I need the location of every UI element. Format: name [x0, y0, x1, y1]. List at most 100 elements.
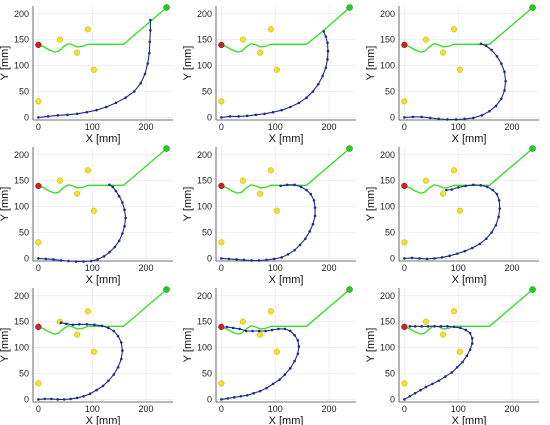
- blue-path-point: [111, 185, 114, 189]
- blue-path-point: [121, 201, 124, 204]
- obstacle-point: [239, 318, 246, 325]
- blue-path-point: [59, 259, 63, 262]
- y-tick-label: 100: [380, 202, 395, 212]
- chart-panel-8: 0 100 200 0 50 100 150 200 X [mm] Y [mm]: [182, 286, 356, 425]
- y-tick-label: 150: [14, 176, 29, 186]
- blue-path-point: [148, 51, 151, 55]
- blue-path-point: [452, 325, 456, 329]
- x-tick-label: 100: [268, 404, 283, 414]
- y-tick-label: 0: [207, 394, 212, 404]
- green-path-line: [221, 7, 350, 53]
- y-axis-label: Y [mm]: [182, 187, 194, 222]
- blue-path-point: [239, 395, 243, 398]
- y-tick-label: 200: [197, 291, 212, 301]
- chart-panel-4: 0 100 200 0 50 100 150 200 X [mm] Y [mm]: [0, 145, 173, 286]
- blue-path-point: [271, 110, 275, 114]
- obstacle-point: [239, 177, 246, 184]
- blue-path-point: [420, 115, 423, 119]
- blue-path-point: [124, 96, 127, 100]
- blue-path-point: [254, 113, 258, 117]
- green-path-line: [38, 148, 167, 194]
- y-tick-label: 50: [202, 228, 212, 238]
- x-tick-label: 200: [322, 122, 337, 132]
- y-axis-label: Y [mm]: [365, 46, 377, 81]
- y-tick-label: 150: [14, 35, 29, 45]
- obstacle-point: [450, 308, 457, 315]
- blue-path-point: [403, 116, 406, 119]
- chart-panel-3: 0 100 200 0 50 100 150 200 X [mm] Y [mm]: [365, 4, 539, 145]
- y-tick-label: 0: [24, 253, 29, 263]
- blue-path-point: [424, 385, 428, 389]
- x-tick-label: 0: [219, 122, 224, 132]
- obstacle-point: [35, 98, 42, 105]
- x-tick-label: 200: [322, 263, 337, 273]
- blue-path-point: [470, 336, 474, 340]
- blue-path-point: [413, 391, 417, 395]
- blue-path-point: [113, 245, 117, 249]
- y-tick-label: 50: [202, 369, 212, 379]
- blue-path-point: [264, 329, 267, 333]
- blue-path-point: [225, 325, 229, 329]
- chart-panel-7: 0 100 200 0 50 100 150 200 X [mm] Y [mm]: [0, 286, 173, 425]
- blue-path-point: [112, 329, 116, 333]
- blue-path-point: [305, 96, 308, 100]
- x-tick-label: 100: [85, 404, 100, 414]
- blue-path-point: [107, 379, 110, 383]
- blue-path-point: [322, 30, 325, 33]
- start-marker: [401, 182, 408, 190]
- blue-path-point: [311, 90, 315, 93]
- obstacle-point: [267, 308, 274, 315]
- blue-path-point: [479, 184, 483, 187]
- green-path-line: [221, 148, 350, 194]
- blue-path-point: [448, 254, 451, 258]
- y-tick-label: 150: [197, 176, 212, 186]
- blue-path-point: [484, 237, 488, 241]
- blue-path-point: [455, 252, 459, 256]
- chart-panel-2: 0 100 200 0 50 100 150 200 X [mm] Y [mm]: [182, 4, 356, 145]
- blue-path-point: [66, 113, 69, 117]
- blue-path-point: [408, 325, 412, 328]
- y-tick-label: 200: [14, 150, 29, 160]
- blue-path-point: [420, 325, 423, 328]
- blue-path-point: [326, 49, 330, 53]
- x-axis-label: X [mm]: [269, 415, 304, 425]
- x-tick-label: 100: [268, 263, 283, 273]
- blue-path-point: [446, 118, 449, 121]
- obstacle-point: [90, 66, 97, 73]
- blue-path-point: [428, 116, 432, 120]
- obstacle-point: [74, 49, 81, 56]
- blue-path-point: [121, 232, 124, 235]
- blue-path-point: [251, 329, 254, 333]
- blue-path-point: [95, 388, 98, 392]
- blue-path-point: [242, 258, 246, 262]
- obstacle-point: [450, 167, 457, 174]
- goal-marker: [529, 286, 536, 293]
- blue-path-point: [96, 258, 99, 261]
- blue-path-point: [446, 325, 449, 328]
- blue-path-point: [484, 44, 488, 48]
- blue-path-point: [503, 70, 506, 74]
- green-path-line: [404, 7, 533, 53]
- obstacle-point: [84, 308, 91, 315]
- blue-path-point: [433, 257, 436, 260]
- blue-path-point: [500, 62, 503, 65]
- obstacle-point: [440, 190, 447, 197]
- y-tick-label: 200: [380, 291, 395, 301]
- blue-path-line: [221, 184, 316, 262]
- y-tick-label: 150: [380, 176, 395, 186]
- start-marker: [401, 41, 408, 49]
- blue-path-point: [258, 389, 262, 393]
- blue-path-point: [500, 97, 503, 101]
- x-tick-label: 200: [139, 263, 154, 273]
- y-axis-label: Y [mm]: [365, 328, 377, 363]
- blue-path-point: [456, 186, 460, 189]
- obstacle-point: [239, 36, 246, 43]
- goal-marker: [163, 4, 170, 11]
- blue-path-point: [149, 18, 152, 22]
- blue-path-point: [413, 325, 417, 328]
- blue-path-point: [37, 257, 40, 260]
- y-tick-label: 150: [197, 35, 212, 45]
- y-tick-label: 150: [14, 317, 29, 327]
- y-tick-label: 200: [380, 9, 395, 19]
- y-tick-label: 100: [14, 343, 29, 353]
